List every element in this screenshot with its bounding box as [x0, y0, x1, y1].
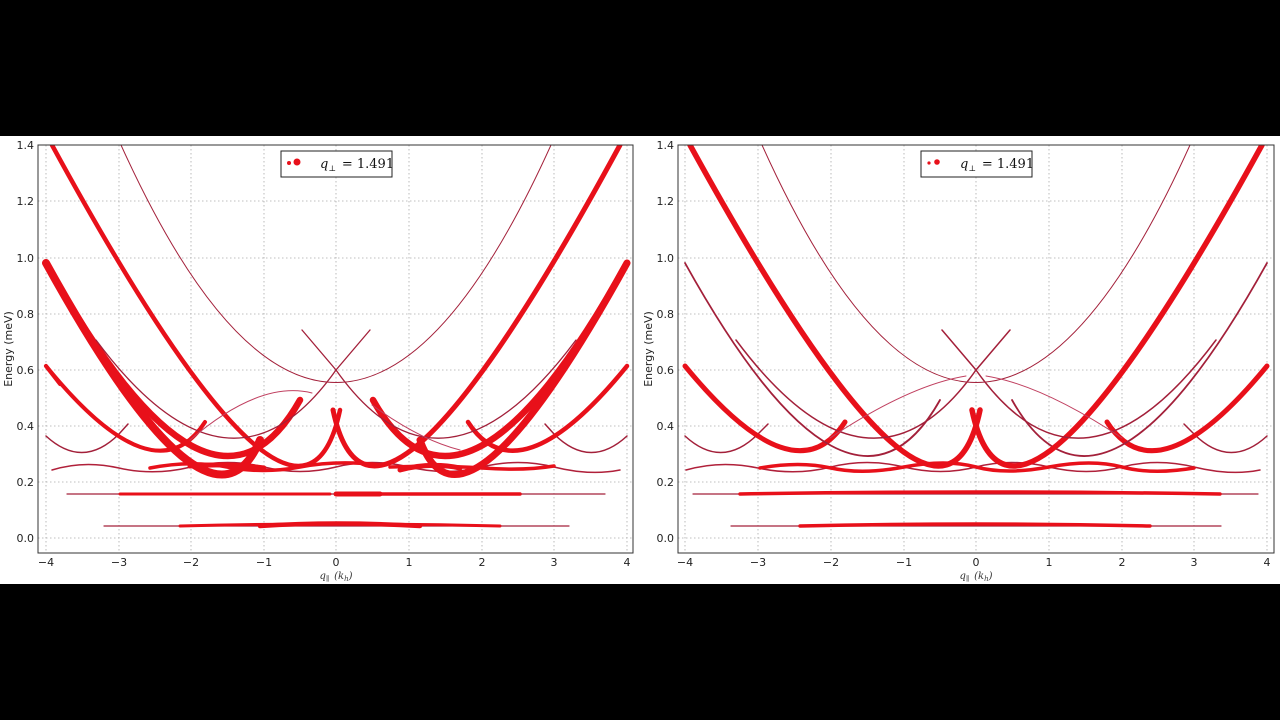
band-curves — [682, 145, 1270, 528]
svg-text:1: 1 — [1046, 556, 1053, 569]
legend-marker-large-icon — [934, 159, 940, 165]
x-axis-ticks: −4 −3 −2 −1 0 1 2 3 4 — [38, 556, 631, 569]
svg-text:−3: −3 — [750, 556, 766, 569]
legend: q⊥ = 1.491 — [920, 150, 1034, 178]
svg-text:0.8: 0.8 — [17, 308, 35, 321]
legend: q⊥ = 1.491 — [280, 150, 394, 178]
svg-text:1.2: 1.2 — [17, 195, 35, 208]
svg-text:1.0: 1.0 — [17, 252, 35, 265]
svg-text:4: 4 — [624, 556, 631, 569]
svg-text:0.2: 0.2 — [657, 476, 675, 489]
svg-text:0.0: 0.0 — [657, 532, 675, 545]
svg-text:0.8: 0.8 — [657, 308, 675, 321]
y-axis-ticks: 0.0 0.2 0.4 0.6 0.8 1.0 1.2 1.4 — [17, 139, 35, 545]
y-axis-ticks: 0.0 0.2 0.4 0.6 0.8 1.0 1.2 1.4 — [657, 139, 675, 545]
svg-text:−2: −2 — [823, 556, 839, 569]
svg-text:1.0: 1.0 — [657, 252, 675, 265]
svg-text:1.4: 1.4 — [17, 139, 35, 152]
svg-text:4: 4 — [1264, 556, 1271, 569]
svg-text:0.4: 0.4 — [657, 420, 675, 433]
x-axis-label: q∥ (kh) — [959, 571, 992, 583]
legend-label: q⊥ = 1.491 — [960, 157, 1034, 173]
svg-text:0.4: 0.4 — [17, 420, 35, 433]
svg-text:0.0: 0.0 — [17, 532, 35, 545]
x-axis-ticks: −4 −3 −2 −1 0 1 2 3 4 — [677, 556, 1271, 569]
legend-marker-small-icon — [927, 161, 931, 165]
svg-text:0: 0 — [973, 556, 980, 569]
svg-text:1.2: 1.2 — [657, 195, 675, 208]
y-axis-label: Energy (meV) — [2, 311, 15, 387]
svg-text:0.6: 0.6 — [17, 364, 35, 377]
legend-marker-large-icon — [293, 158, 301, 166]
svg-text:2: 2 — [479, 556, 486, 569]
svg-text:0: 0 — [333, 556, 340, 569]
right-panel: 0.0 0.2 0.4 0.6 0.8 1.0 1.2 1.4 Energy (… — [642, 139, 1275, 583]
figure-svg: 0.0 0.2 0.4 0.6 0.8 1.0 1.2 1.4 Energy (… — [2, 139, 1275, 583]
svg-text:1: 1 — [406, 556, 413, 569]
svg-text:0.2: 0.2 — [17, 476, 35, 489]
x-axis-label: q∥ (kh) — [319, 571, 352, 583]
svg-text:2: 2 — [1119, 556, 1126, 569]
y-axis-label: Energy (meV) — [642, 311, 655, 387]
grid-lines — [678, 145, 1274, 553]
svg-text:−3: −3 — [111, 556, 127, 569]
svg-text:−1: −1 — [896, 556, 912, 569]
svg-text:3: 3 — [551, 556, 558, 569]
legend-marker-small-icon — [287, 161, 291, 165]
svg-text:−1: −1 — [256, 556, 272, 569]
svg-text:1.4: 1.4 — [657, 139, 675, 152]
svg-text:−4: −4 — [677, 556, 693, 569]
legend-label: q⊥ = 1.491 — [320, 157, 394, 173]
svg-text:3: 3 — [1191, 556, 1198, 569]
svg-text:−4: −4 — [38, 556, 54, 569]
svg-text:−2: −2 — [183, 556, 199, 569]
band-curves — [42, 145, 631, 529]
left-panel: 0.0 0.2 0.4 0.6 0.8 1.0 1.2 1.4 Energy (… — [2, 139, 634, 583]
svg-text:0.6: 0.6 — [657, 364, 675, 377]
figure-canvas: 0.0 0.2 0.4 0.6 0.8 1.0 1.2 1.4 Energy (… — [0, 136, 1280, 584]
